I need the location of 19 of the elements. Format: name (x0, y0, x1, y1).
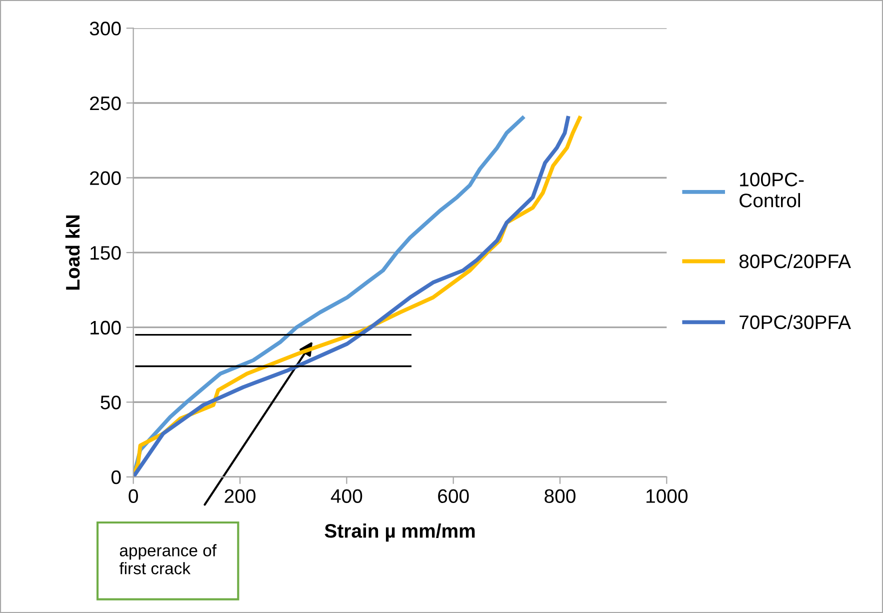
y-tick-label: 250 (90, 96, 121, 110)
x-tick-label: 1000 (646, 489, 688, 503)
y-tick-label: 200 (90, 171, 121, 186)
y-tick-label: 0 (111, 470, 121, 484)
x-axis-title: Strain µ mm/mm (324, 524, 475, 542)
legend-label: 80PC/20PFA (739, 254, 851, 268)
x-tick-label: 600 (438, 489, 469, 503)
y-tick-label: 100 (90, 320, 121, 335)
y-axis-title: Load kN (65, 216, 80, 290)
x-tick-label: 200 (224, 489, 256, 503)
y-tick-label: 300 (90, 22, 121, 36)
y-tick-label: 50 (100, 396, 121, 410)
legend-label: 100PC- Control (740, 172, 804, 208)
x-tick-label: 800 (544, 489, 576, 503)
x-tick-label: 0 (128, 489, 138, 503)
x-tick-label: 400 (330, 489, 362, 503)
text: apperance of first crack (119, 544, 217, 574)
legend-label: 70PC/30PFA (740, 314, 851, 330)
y-tick-label: 150 (90, 246, 121, 260)
